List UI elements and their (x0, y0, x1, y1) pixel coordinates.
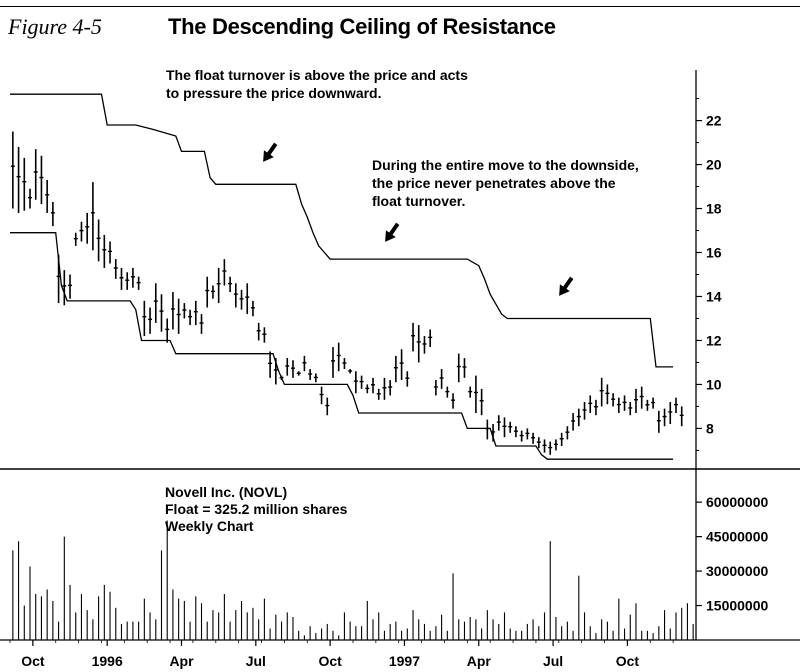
info-period: Weekly Chart (165, 518, 254, 534)
x-tick-label: 1996 (92, 653, 123, 669)
axes: 8 10 12 14 16 18 20 22 15000000 30000000 45000000 6… (0, 70, 800, 669)
annotation-middle-line: float turnover. (372, 193, 466, 209)
x-tick-label: Apr (169, 653, 194, 669)
x-tick-label: Oct (616, 653, 640, 669)
annotation-top-line: The float turnover is above the price an… (166, 67, 468, 83)
annotation-middle: During the entire move to the downside, … (372, 156, 639, 210)
arrow-icon (263, 142, 278, 162)
annotation-middle-line: the price never penetrates above the (372, 175, 616, 191)
arrow-icon (559, 276, 574, 296)
volume-y-tick-label: 60000000 (706, 494, 769, 510)
arrow-icon (385, 222, 400, 242)
price-y-tick-label: 16 (706, 245, 722, 261)
annotation-top-line: to pressure the price downward. (166, 85, 382, 101)
arrow-icon-shape (559, 276, 574, 296)
x-tick-label: Oct (21, 653, 45, 669)
annotation-middle-line: During the entire move to the downside, (372, 157, 639, 173)
info-ticker: Novell Inc. (NOVL) (165, 484, 288, 500)
arrow-icon-shape (263, 142, 278, 162)
volume-panel (12, 520, 694, 640)
chart-info: Novell Inc. (NOVL) Float = 325.2 million… (165, 484, 347, 535)
price-y-tick-label: 18 (706, 201, 722, 217)
x-tick-label: Jul (246, 653, 266, 669)
figure-label: Figure 4-5 (8, 14, 102, 39)
price-y-tick-label: 22 (706, 113, 722, 129)
upper-float-turnover-line (10, 93, 674, 368)
lower-float-turnover-line (10, 232, 674, 460)
x-tick-label: Jul (543, 653, 563, 669)
volume-y-tick-label: 45000000 (706, 529, 769, 545)
price-panel (10, 93, 684, 460)
x-tick-label: Apr (467, 653, 492, 669)
arrows (263, 142, 574, 296)
volume-y-tick-label: 30000000 (706, 563, 769, 579)
price-y-tick-label: 10 (706, 376, 722, 392)
header-rule (0, 6, 800, 7)
price-y-tick-label: 12 (706, 332, 722, 348)
x-tick-label: Oct (318, 653, 342, 669)
info-float: Float = 325.2 million shares (165, 501, 348, 517)
chart-title: The Descending Ceiling of Resistance (168, 14, 556, 39)
annotation-top: The float turnover is above the price an… (166, 66, 468, 102)
price-y-tick-label: 20 (706, 157, 722, 173)
x-tick-label: 1997 (389, 653, 420, 669)
arrow-icon-shape (385, 222, 400, 242)
volume-y-tick-label: 15000000 (706, 598, 769, 614)
price-y-tick-label: 8 (706, 420, 714, 436)
price-y-tick-label: 14 (706, 288, 722, 304)
